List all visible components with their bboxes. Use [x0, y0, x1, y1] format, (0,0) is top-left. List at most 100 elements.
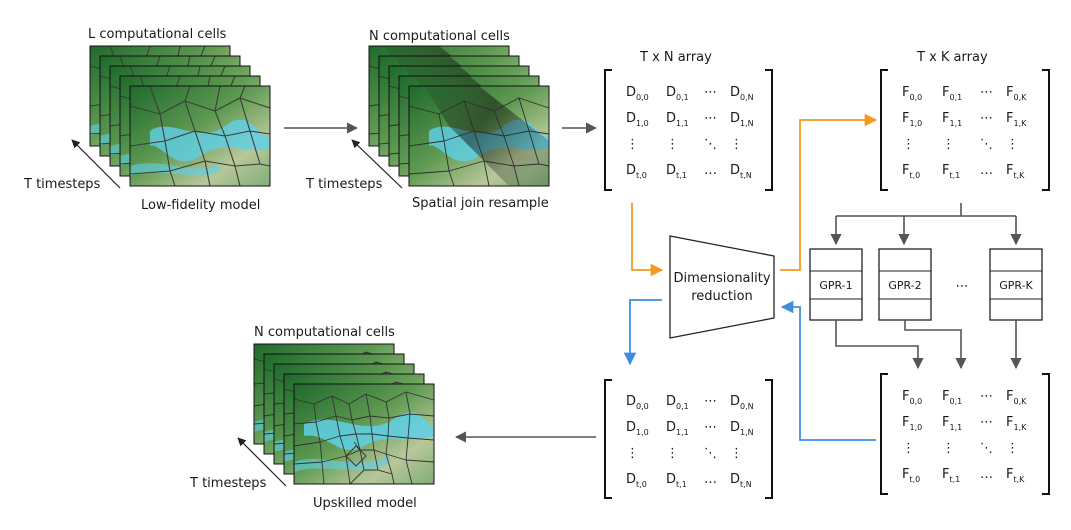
- array-f-top-cell-0-0: F0,0: [902, 85, 922, 102]
- array-d-bottom-cell-1-2: ⋯: [704, 420, 717, 435]
- array-f-title: T x K array: [916, 50, 988, 65]
- array-d-top-cell-2-3: ⋮: [730, 137, 743, 152]
- array-d-top-cell-3-1: Dt,1: [666, 163, 687, 180]
- array-d-bottom-cell-0-1: D0,1: [666, 394, 689, 411]
- dim-reduction-line1: Dimensionality: [673, 271, 770, 286]
- array-d-bottom: D0,0 D0,1 ⋯ D0,N D1,0 D1,1 ⋯ D1,N ⋮ ⋮ ⋱ ⋮ Dt,0 Dt,1 … D…: [604, 379, 773, 499]
- bottom-timesteps-label: T timesteps: [189, 476, 267, 491]
- arrow-f-array-to-dimred: [780, 300, 876, 441]
- array-f-bottom-left-bracket: [880, 373, 888, 495]
- array-f-top-cell-3-2: …: [980, 163, 993, 178]
- array-d-bottom-left-bracket: [604, 379, 612, 499]
- array-f-top-cell-3-1: Ft,1: [942, 163, 960, 180]
- gpr-output-lines: [835, 320, 1022, 370]
- arrow-dimred-to-f-array: [780, 113, 878, 271]
- array-d-top-cell-3-2: …: [704, 163, 717, 178]
- array-d-bottom-cell-0-2: ⋯: [704, 394, 717, 409]
- array-d-bottom-cell-1-0: D1,0: [626, 420, 649, 437]
- array-d-bottom-cell-2-3: ⋮: [730, 446, 743, 461]
- middle-timesteps-label: T timesteps: [305, 177, 383, 192]
- left-timesteps-label: T timesteps: [23, 177, 101, 192]
- array-f-top-cell-1-1: F1,1: [942, 111, 962, 128]
- array-d-bottom-right-bracket: [765, 379, 773, 499]
- array-f-top-cell-2-3: ⋮: [1006, 137, 1019, 152]
- array-d-top-cell-1-3: D1,N: [730, 111, 754, 128]
- array-f-bottom-cell-2-2: ⋱: [980, 441, 993, 456]
- bottom-stack-caption: Upskilled model: [313, 496, 417, 511]
- resample-stack: [368, 45, 550, 187]
- array-f-bottom-cell-2-3: ⋮: [1006, 441, 1019, 456]
- array-f-bottom-cell-0-2: ⋯: [980, 389, 993, 404]
- array-f-bottom-cell-0-3: F0,K: [1006, 389, 1027, 406]
- array-d-top-cell-0-3: D0,N: [730, 85, 754, 102]
- array-d-top-cell-0-2: ⋯: [704, 85, 717, 100]
- array-d-top-left-bracket: [604, 69, 612, 191]
- array-f-bottom-cell-2-0: ⋮: [902, 441, 915, 456]
- array-d-top-cell-2-0: ⋮: [626, 137, 639, 152]
- array-f-top-cell-0-2: ⋯: [980, 85, 993, 100]
- bottom-timesteps-arrow: [237, 437, 287, 487]
- array-f-bottom-cell-1-1: F1,1: [942, 415, 962, 432]
- array-d-top-cell-1-1: D1,1: [666, 111, 689, 128]
- gpr-k-block: GPR-K: [989, 248, 1043, 321]
- middle-stack-caption: Spatial join resample: [412, 196, 549, 211]
- gpr-1-label: GPR-1: [819, 279, 852, 292]
- left-timesteps-arrow: [71, 139, 121, 189]
- array-d-bottom-cell-3-3: Dt,N: [730, 472, 752, 489]
- arrow-dimred-to-d-array: [623, 299, 662, 366]
- array-f-top-cell-0-1: F0,1: [942, 85, 962, 102]
- array-f-bottom: F0,0 F0,1 ⋯ F0,K F1,0 F1,1 ⋯ F1,K ⋮ ⋮ ⋱ ⋮ Ft,0 Ft,1 … F…: [880, 373, 1050, 495]
- array-f-bottom-cell-1-2: ⋯: [980, 415, 993, 430]
- array-d-top-cell-1-2: ⋯: [704, 111, 717, 126]
- upskilled-stack: [253, 343, 435, 485]
- array-d-top-cell-0-1: D0,1: [666, 85, 689, 102]
- array-f-top-cell-1-2: ⋯: [980, 111, 993, 126]
- left-stack-caption: Low-fidelity model: [141, 198, 260, 213]
- arrow-array-to-dimred: [631, 203, 664, 277]
- array-f-bottom-cell-3-2: …: [980, 467, 993, 482]
- middle-timesteps-arrow: [351, 139, 403, 189]
- array-d-bottom-cell-1-3: D1,N: [730, 420, 754, 437]
- array-f-top-cell-0-3: F0,K: [1006, 85, 1027, 102]
- array-d-bottom-cell-1-1: D1,1: [666, 420, 689, 437]
- bottom-stack-title: N computational cells: [254, 325, 395, 340]
- left-stack-title: L computational cells: [88, 27, 227, 42]
- array-f-top-cell-2-0: ⋮: [902, 137, 915, 152]
- array-f-bottom-cell-1-0: F1,0: [902, 415, 922, 432]
- dimensionality-reduction-block: Dimensionality reduction: [669, 235, 775, 339]
- array-f-top-cell-3-3: Ft,K: [1006, 163, 1025, 180]
- gpr-branch-lines: [830, 203, 1022, 246]
- array-f-top-cell-2-2: ⋱: [980, 137, 993, 152]
- array-f-bottom-cell-0-1: F0,1: [942, 389, 962, 406]
- array-f-top-cell-1-3: F1,K: [1006, 111, 1027, 128]
- array-d-bottom-cell-2-2: ⋱: [704, 446, 717, 461]
- array-f-bottom-cell-3-0: Ft,0: [902, 467, 920, 484]
- gpr-ellipsis: ⋯: [956, 279, 969, 294]
- array-d-top: D0,0 D0,1 ⋯ D0,N D1,0 D1,1 ⋯ D1,N ⋮ ⋮ ⋱ ⋮ Dt,0 Dt,1 … D…: [604, 69, 773, 191]
- low-fidelity-stack: [89, 45, 271, 187]
- middle-stack-title: N computational cells: [369, 29, 510, 44]
- array-f-bottom-cell-2-1: ⋮: [942, 441, 955, 456]
- array-d-bottom-cell-3-2: …: [704, 472, 717, 487]
- array-f-bottom-cell-0-0: F0,0: [902, 389, 922, 406]
- array-f-bottom-cell-1-3: F1,K: [1006, 415, 1027, 432]
- array-f-bottom-right-bracket: [1042, 373, 1050, 495]
- array-d-bottom-cell-0-0: D0,0: [626, 394, 649, 411]
- gpr-2-label: GPR-2: [888, 279, 921, 292]
- array-f-bottom-cell-3-3: Ft,K: [1006, 467, 1025, 484]
- array-d-bottom-cell-3-1: Dt,1: [666, 472, 687, 489]
- array-d-title: T x N array: [639, 50, 712, 65]
- array-f-top-cell-3-0: Ft,0: [902, 163, 920, 180]
- array-f-top: F0,0 F0,1 ⋯ F0,K F1,0 F1,1 ⋯ F1,K ⋮ ⋮ ⋱ ⋮ Ft,0 Ft,1 … F…: [880, 69, 1050, 191]
- array-d-top-cell-3-0: Dt,0: [626, 163, 647, 180]
- array-f-bottom-cell-3-1: Ft,1: [942, 467, 960, 484]
- array-d-top-cell-3-3: Dt,N: [730, 163, 752, 180]
- array-d-bottom-cell-2-0: ⋮: [626, 446, 639, 461]
- gpr-k-label: GPR-K: [999, 279, 1033, 292]
- array-d-bottom-cell-3-0: Dt,0: [626, 472, 647, 489]
- array-f-top-left-bracket: [880, 69, 888, 191]
- array-d-bottom-cell-2-1: ⋮: [666, 446, 679, 461]
- array-d-top-cell-2-2: ⋱: [704, 137, 717, 152]
- array-d-bottom-cell-0-3: D0,N: [730, 394, 754, 411]
